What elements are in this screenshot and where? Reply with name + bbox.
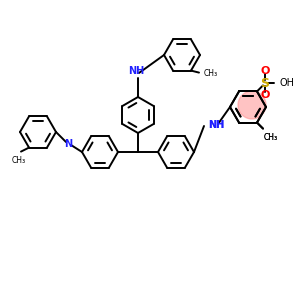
Text: NH: NH (208, 120, 224, 130)
Text: NH: NH (208, 120, 224, 130)
Text: CH₃: CH₃ (264, 133, 278, 142)
Text: O: O (260, 66, 270, 76)
Text: NH: NH (128, 66, 144, 76)
Text: CH₃: CH₃ (264, 133, 278, 142)
Text: N: N (64, 139, 72, 149)
Text: CH₃: CH₃ (12, 156, 26, 165)
Text: O: O (260, 90, 270, 100)
Text: S: S (260, 77, 269, 90)
Circle shape (238, 91, 266, 119)
Text: OH: OH (279, 78, 294, 88)
Text: CH₃: CH₃ (204, 69, 218, 78)
